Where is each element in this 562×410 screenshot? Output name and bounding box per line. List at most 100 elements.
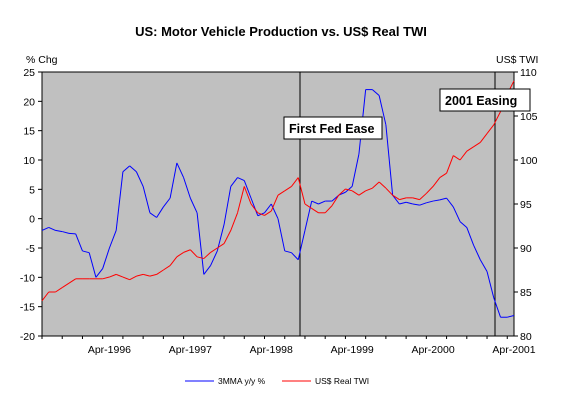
series-segment xyxy=(419,193,427,200)
series-segment xyxy=(223,230,232,244)
series-segment xyxy=(115,171,124,231)
series-segment xyxy=(345,186,353,193)
series-segment xyxy=(243,186,252,205)
series-segment xyxy=(304,203,312,209)
series-segment xyxy=(156,269,164,275)
left-tick-label: 25 xyxy=(23,67,35,79)
series-segment xyxy=(479,133,488,143)
series-layer xyxy=(41,80,515,318)
x-tick-label: Apr-2001 xyxy=(492,344,535,356)
x-tick-label: Apr-2000 xyxy=(411,344,454,356)
series-segment xyxy=(75,233,83,252)
series-segment xyxy=(95,268,104,278)
series-segment xyxy=(365,187,373,192)
series-segment xyxy=(378,181,387,189)
series-segment xyxy=(169,162,178,199)
series-segment xyxy=(297,177,306,205)
series-twi xyxy=(41,80,515,302)
series-segment xyxy=(176,251,184,258)
series-segment xyxy=(55,287,63,293)
series-segment xyxy=(493,111,501,126)
callout-box xyxy=(283,116,383,140)
right-tick-label: 105 xyxy=(520,111,538,123)
series-segment xyxy=(399,197,407,201)
right-tick-label: 80 xyxy=(520,331,532,343)
series-segment xyxy=(479,259,488,272)
callout-label: First Fed Ease xyxy=(289,122,374,136)
series-segment xyxy=(433,199,440,202)
left-tick-label: -10 xyxy=(20,272,35,284)
series-segment xyxy=(486,271,495,298)
chart-title: US: Motor Vehicle Production vs. US$ Rea… xyxy=(135,24,427,39)
series-segment xyxy=(351,154,360,187)
series-segment xyxy=(115,273,124,278)
series-segment xyxy=(176,162,185,178)
left-tick-label: 20 xyxy=(23,96,35,108)
series-segment xyxy=(210,250,218,266)
series-segment xyxy=(143,273,151,277)
series-segment xyxy=(203,265,211,275)
series-segment xyxy=(129,275,137,281)
series-segment xyxy=(378,95,387,125)
series-segment xyxy=(162,197,171,208)
series-segment xyxy=(270,203,279,219)
right-axis: 80 85 90 95 100 105 110 xyxy=(514,67,538,343)
left-axis-label: % Chg xyxy=(26,54,58,66)
series-segment xyxy=(62,231,70,234)
series-segment xyxy=(372,181,380,189)
series-segment xyxy=(257,212,265,216)
series-segment xyxy=(459,221,468,228)
series-segment xyxy=(446,197,454,208)
x-axis: Apr-1996 Apr-1997 Apr-1998 Apr-1999 Apr-2000… xyxy=(41,336,536,356)
series-segment xyxy=(358,190,366,196)
right-axis-label: US$ TWI xyxy=(496,54,538,66)
right-tick-label: 100 xyxy=(520,155,538,167)
right-tick-label: 110 xyxy=(520,67,537,79)
series-segment xyxy=(466,227,475,246)
series-segment xyxy=(243,180,252,199)
series-segment xyxy=(405,201,413,205)
x-tick-label: Apr-1999 xyxy=(331,344,374,356)
series-segment xyxy=(203,252,211,259)
series-segment xyxy=(250,197,259,216)
series-segment xyxy=(385,187,393,196)
series-segment xyxy=(304,200,313,231)
series-segment xyxy=(149,212,157,218)
left-axis: -20 -15 -10 -5 0 5 10 15 20 25 xyxy=(20,67,42,343)
left-tick-label: 0 xyxy=(29,214,35,226)
legend-label-3mma: 3MMA y/y % xyxy=(218,376,266,386)
callout-box xyxy=(439,88,531,112)
left-tick-label: 5 xyxy=(29,184,35,196)
series-segment xyxy=(149,273,157,277)
series-segment xyxy=(392,194,400,201)
series-segment xyxy=(82,250,90,254)
series-segment xyxy=(324,205,333,214)
series-segment xyxy=(425,186,434,194)
series-segment xyxy=(277,218,286,252)
series-segment xyxy=(486,124,495,134)
series-segment xyxy=(48,227,56,231)
series-segment xyxy=(156,206,164,218)
series-segment xyxy=(122,165,130,173)
series-segment xyxy=(136,273,144,277)
series-segment xyxy=(68,232,76,235)
series-segment xyxy=(102,247,110,269)
series-segment xyxy=(432,177,441,187)
left-tick-label: -15 xyxy=(20,302,35,314)
series-segment xyxy=(385,124,394,196)
series-segment xyxy=(183,177,191,199)
series-segment xyxy=(446,155,454,174)
series-segment xyxy=(102,276,110,280)
series-segment xyxy=(452,206,461,222)
series-segment xyxy=(439,172,447,179)
series-segment xyxy=(264,203,272,214)
series-segment xyxy=(223,186,232,225)
series-segment xyxy=(284,185,292,192)
series-segment xyxy=(466,146,474,152)
series-segment xyxy=(142,186,151,213)
series-segment xyxy=(493,297,501,318)
series-segment xyxy=(41,291,50,302)
series-segment xyxy=(351,190,360,196)
series-segment xyxy=(338,188,346,196)
series-segment xyxy=(189,249,198,258)
